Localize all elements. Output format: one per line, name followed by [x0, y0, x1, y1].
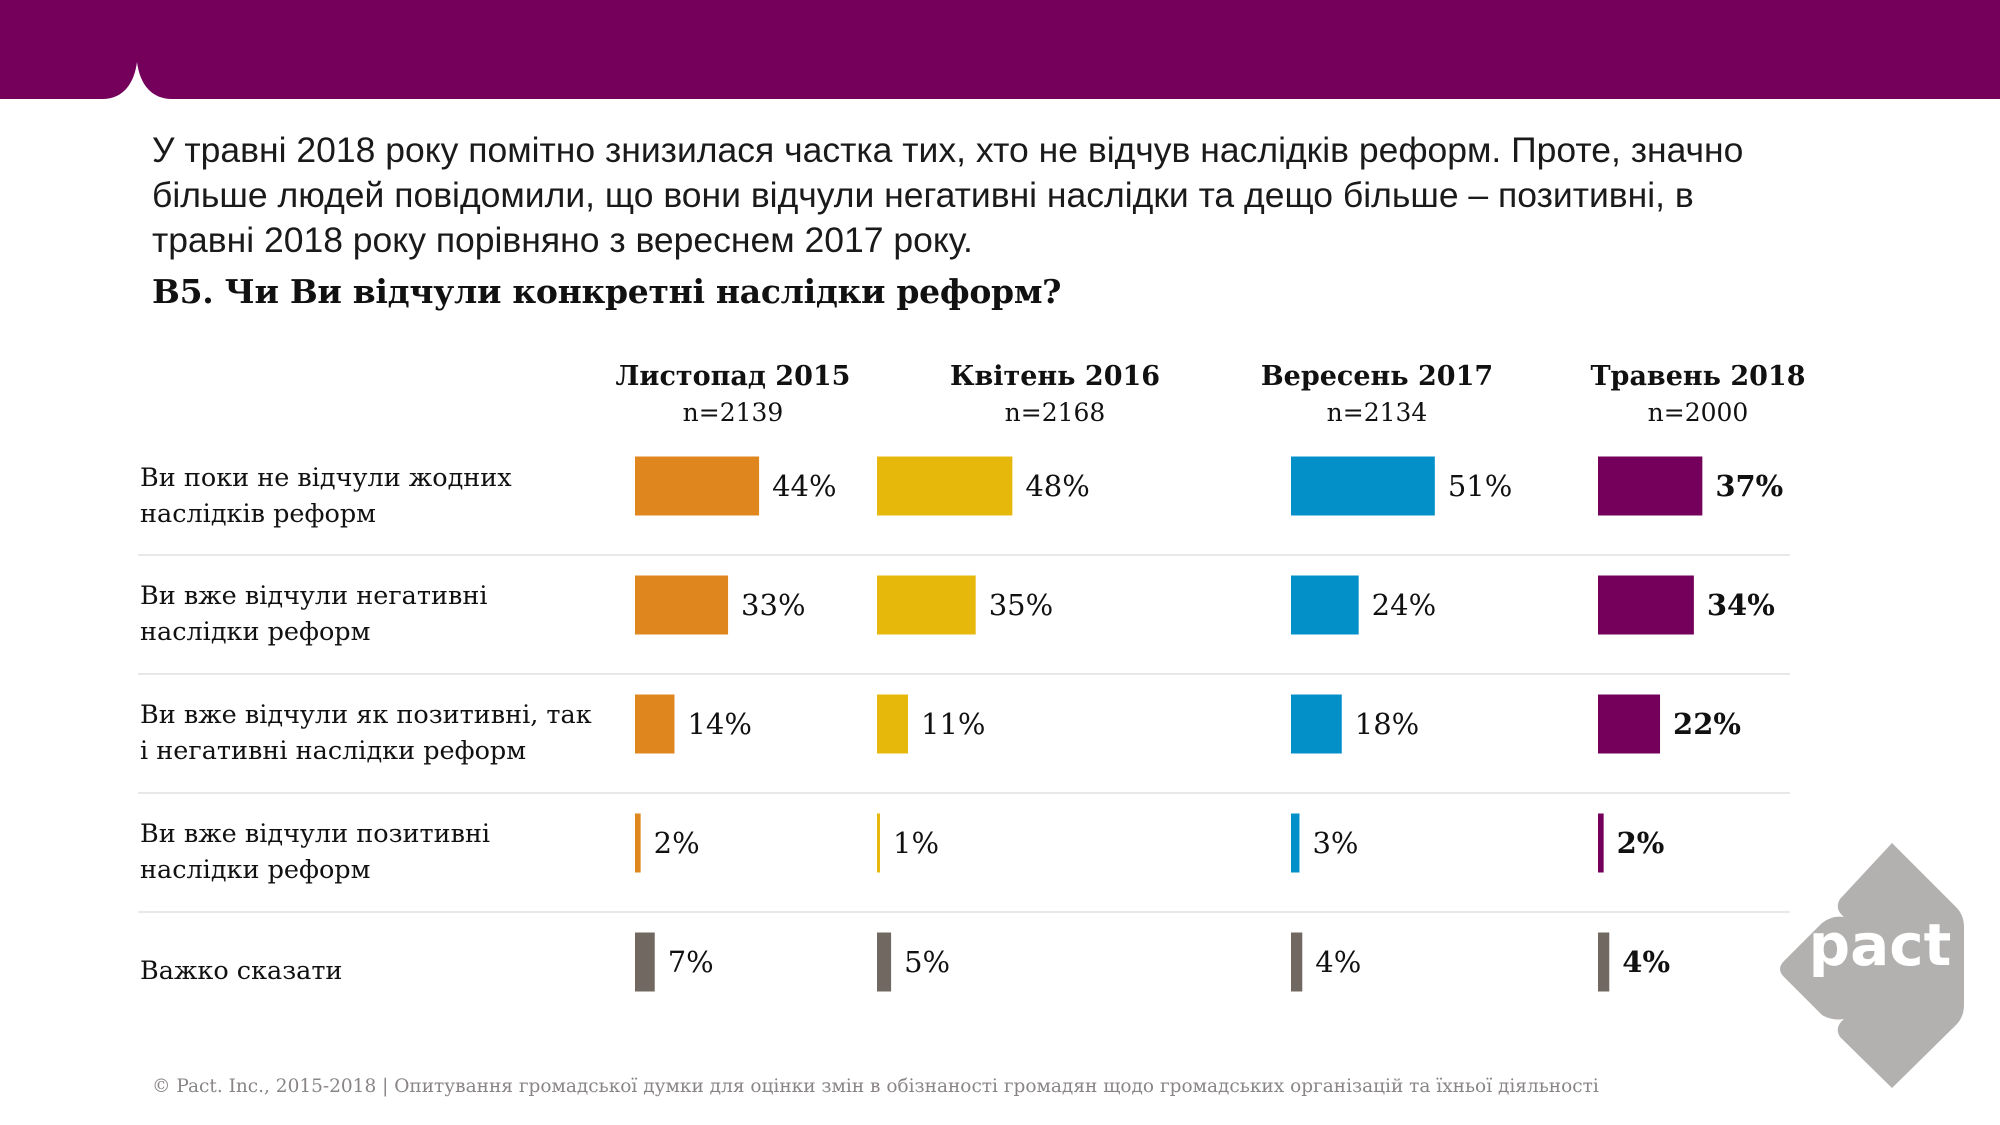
bar — [1291, 456, 1435, 516]
bar-value-label: 22% — [1673, 707, 1741, 741]
row-label-line: Ви вже відчули як позитивні, так — [140, 700, 592, 730]
bar-value-label: 44% — [772, 469, 836, 503]
column-period: Вересень 2017 — [1260, 361, 1494, 392]
bar-value-label: 4% — [1622, 945, 1670, 979]
column-header-may-2018: Травень 2018 n=2000 — [1538, 358, 1858, 430]
bar — [635, 575, 729, 635]
bar — [635, 932, 655, 992]
bar — [1598, 694, 1661, 754]
row-divider — [138, 792, 1790, 794]
bar-value-label: 18% — [1355, 707, 1419, 741]
bar-value-label: 33% — [741, 588, 805, 622]
row-label-line: і негативні наслідки реформ — [140, 736, 527, 766]
bar-value-label: 51% — [1448, 469, 1512, 503]
row-divider — [138, 554, 1790, 556]
footer-copyright: © Pact. Inc., 2015-2018 | Опитування гро… — [152, 1076, 1599, 1097]
row-label-line: Ви поки не відчули жодних — [140, 463, 512, 493]
row-label-line: наслідків реформ — [140, 499, 376, 529]
bar-value-label: 2% — [654, 826, 700, 860]
bar — [1598, 456, 1703, 516]
header-band — [0, 0, 2000, 99]
column-sample-size: n=2134 — [1326, 398, 1428, 427]
column-header-sep-2017: Вересень 2017 n=2134 — [1217, 358, 1537, 430]
bar — [877, 575, 976, 635]
bar — [635, 813, 641, 873]
bar — [635, 694, 675, 754]
bar-value-label: 5% — [904, 945, 950, 979]
row-label-dont-know: Важко сказати — [140, 953, 610, 989]
bar-value-label: 48% — [1025, 469, 1089, 503]
column-period: Листопад 2015 — [615, 361, 851, 392]
bar — [1598, 932, 1610, 992]
row-label-line: Ви вже відчули позитивні — [140, 819, 491, 849]
intro-line: більше людей повідомили, що вони відчули… — [152, 175, 1694, 215]
question-title: B5. Чи Ви відчули конкретні наслідки реф… — [152, 272, 1062, 311]
row-label-negative: Ви вже відчули негативні наслідки реформ — [140, 578, 610, 650]
bar — [877, 694, 909, 754]
pact-logo: pact — [1774, 843, 1964, 1088]
bar-value-label: 4% — [1315, 945, 1361, 979]
bar — [1291, 694, 1342, 754]
column-period: Квітень 2016 — [949, 361, 1161, 392]
bar-value-label: 24% — [1372, 588, 1436, 622]
bar-value-label: 14% — [687, 707, 751, 741]
column-sample-size: n=2000 — [1647, 398, 1749, 427]
column-period: Травень 2018 — [1590, 361, 1806, 392]
bar — [635, 456, 760, 516]
bar-value-label: 35% — [989, 588, 1053, 622]
column-sample-size: n=2168 — [1004, 398, 1106, 427]
intro-line: травні 2018 року порівняно з вереснем 20… — [152, 220, 973, 260]
intro-line: У травні 2018 року помітно знизилася час… — [152, 130, 1744, 170]
bar — [877, 813, 880, 873]
bar-value-label: 1% — [893, 826, 939, 860]
row-label-no-effects: Ви поки не відчули жодних наслідків рефо… — [140, 460, 610, 532]
row-label-positive: Ви вже відчули позитивні наслідки реформ — [140, 816, 610, 888]
column-header-nov-2015: Листопад 2015 n=2139 — [573, 358, 893, 430]
bar — [1598, 575, 1694, 635]
bar-value-label: 37% — [1715, 469, 1783, 503]
bar — [1291, 932, 1303, 992]
bar-value-label: 34% — [1707, 588, 1775, 622]
pact-logo-icon: pact — [1780, 843, 1964, 1088]
bar-value-label: 7% — [668, 945, 714, 979]
bar-value-label: 11% — [921, 707, 985, 741]
column-sample-size: n=2139 — [682, 398, 784, 427]
row-label-both: Ви вже відчули як позитивні, так і негат… — [140, 697, 610, 769]
row-divider — [138, 911, 1790, 913]
bar — [877, 932, 892, 992]
header-band-shape — [0, 0, 2000, 99]
pact-logo-text: pact — [1809, 911, 1952, 979]
bar — [1598, 813, 1604, 873]
bar — [877, 456, 1013, 516]
row-label-line: Ви вже відчули негативні — [140, 581, 488, 611]
row-label-line: наслідки реформ — [140, 617, 371, 647]
bar-value-label: 2% — [1617, 826, 1665, 860]
row-label-line: Важко сказати — [140, 956, 343, 986]
bar-value-label: 3% — [1312, 826, 1358, 860]
intro-text: У травні 2018 року помітно знизилася час… — [152, 128, 1872, 263]
bar — [1291, 813, 1300, 873]
bar — [1291, 575, 1359, 635]
row-label-line: наслідки реформ — [140, 855, 371, 885]
column-header-apr-2016: Квітень 2016 n=2168 — [895, 358, 1215, 430]
row-divider — [138, 673, 1790, 675]
